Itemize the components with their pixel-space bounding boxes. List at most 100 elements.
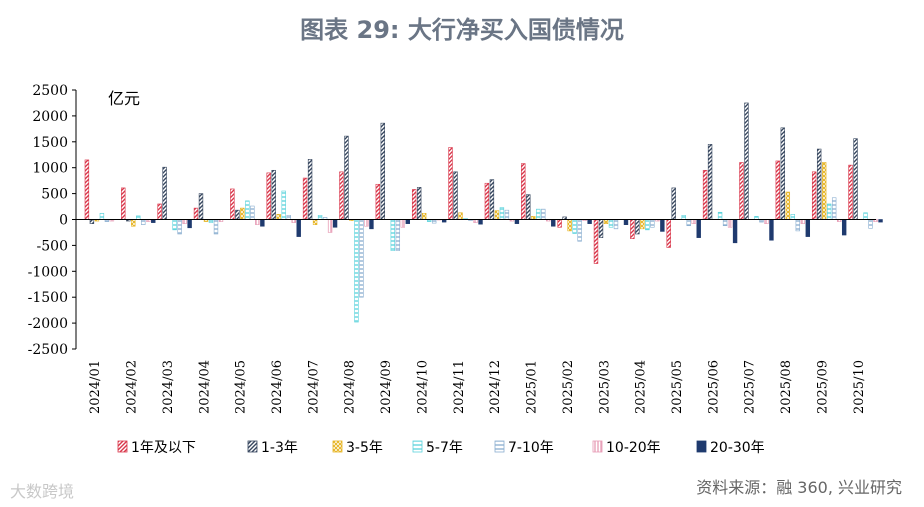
bar bbox=[235, 209, 240, 220]
chart-title: 图表 29: 大行净买入国债情况 bbox=[300, 16, 624, 44]
x-tick-label: 2024/09 bbox=[379, 360, 394, 414]
legend-label: 1年及以下 bbox=[131, 440, 196, 456]
bar bbox=[364, 219, 369, 227]
bar bbox=[732, 219, 738, 244]
bar bbox=[484, 182, 490, 220]
series-0 bbox=[84, 147, 853, 264]
bar bbox=[727, 219, 733, 228]
bar bbox=[572, 219, 577, 234]
x-tick-label: 2025/08 bbox=[779, 360, 794, 414]
bar bbox=[421, 212, 427, 220]
bar bbox=[739, 162, 744, 220]
x-tick-label: 2025/01 bbox=[525, 360, 540, 414]
bar bbox=[250, 205, 255, 220]
bar bbox=[521, 163, 526, 220]
bar bbox=[453, 171, 458, 220]
bar bbox=[681, 215, 686, 220]
bar bbox=[99, 212, 105, 220]
bar bbox=[696, 219, 701, 238]
bar bbox=[800, 219, 806, 224]
bar bbox=[213, 219, 219, 235]
legend-swatch bbox=[247, 440, 258, 453]
bar bbox=[141, 219, 146, 225]
series-3 bbox=[99, 190, 868, 323]
x-tick-label: 2025/10 bbox=[852, 360, 867, 414]
y-tick-label: 1000 bbox=[32, 161, 68, 177]
bar bbox=[691, 219, 696, 224]
legend-swatch bbox=[332, 440, 343, 453]
legend-label: 7-10年 bbox=[508, 440, 554, 456]
bar bbox=[826, 203, 832, 220]
bar bbox=[172, 219, 177, 231]
legend-label: 3-5年 bbox=[346, 440, 383, 456]
bar bbox=[193, 207, 199, 220]
x-tick-label: 2024/08 bbox=[343, 360, 358, 414]
bar bbox=[587, 219, 592, 224]
bar bbox=[853, 138, 858, 220]
y-tick-label: 1500 bbox=[32, 135, 68, 151]
x-tick-label: 2025/06 bbox=[706, 360, 721, 414]
bar bbox=[198, 193, 204, 220]
bar bbox=[775, 160, 781, 220]
series-2 bbox=[94, 162, 827, 232]
bar bbox=[187, 219, 192, 229]
bar bbox=[878, 219, 883, 223]
y-tick-label: -2500 bbox=[28, 342, 68, 358]
bar bbox=[240, 207, 245, 220]
bar bbox=[339, 171, 344, 220]
bar bbox=[848, 164, 853, 220]
bar bbox=[296, 219, 301, 237]
x-tick-label: 2025/03 bbox=[597, 360, 612, 414]
x-tick-label: 2024/06 bbox=[270, 360, 285, 414]
bar bbox=[266, 172, 271, 220]
bar bbox=[831, 197, 837, 220]
series-1 bbox=[89, 102, 858, 238]
watermark: 大数跨境 bbox=[10, 482, 75, 501]
bar bbox=[551, 219, 556, 227]
bar bbox=[598, 219, 604, 238]
bar bbox=[494, 210, 500, 220]
bar bbox=[411, 189, 417, 220]
bar bbox=[645, 219, 650, 231]
bar bbox=[317, 215, 323, 220]
bar bbox=[702, 169, 708, 220]
bar bbox=[686, 219, 691, 227]
bar bbox=[640, 219, 645, 230]
bar bbox=[630, 219, 635, 239]
legend-label: 1-3年 bbox=[261, 440, 298, 456]
bar bbox=[312, 219, 318, 225]
bar bbox=[660, 219, 665, 232]
bar bbox=[89, 219, 95, 224]
bar bbox=[84, 159, 90, 220]
bar bbox=[245, 200, 250, 220]
bar bbox=[182, 219, 187, 224]
bar bbox=[707, 144, 713, 220]
bar bbox=[380, 122, 386, 220]
bar bbox=[354, 219, 359, 323]
bar bbox=[811, 171, 817, 220]
bar bbox=[613, 219, 619, 230]
y-axis: 2500 2000 1500 1000 500 0 -500 -1000 -1500 -2000 -… bbox=[28, 83, 77, 358]
legend-label: 10-20年 bbox=[606, 440, 661, 456]
bar bbox=[177, 219, 182, 235]
bar bbox=[780, 127, 786, 220]
bar bbox=[302, 177, 308, 220]
bar bbox=[666, 219, 671, 248]
bar bbox=[769, 219, 774, 241]
bar bbox=[805, 219, 811, 237]
series-6 bbox=[151, 219, 883, 244]
bar bbox=[458, 212, 463, 220]
bar bbox=[327, 219, 333, 233]
y-tick-label: -1500 bbox=[28, 290, 68, 306]
y-tick-label: 2500 bbox=[32, 83, 68, 99]
x-tick-label: 2025/02 bbox=[561, 360, 576, 414]
bar bbox=[671, 187, 676, 220]
bar bbox=[136, 215, 141, 220]
bar bbox=[577, 219, 582, 242]
x-tick-label: 2025/07 bbox=[743, 360, 758, 414]
bar bbox=[790, 214, 796, 220]
legend: 1年及以下 1-3年 3-5年 5-7年 7-10年 10-20年 20-30年 bbox=[117, 440, 765, 456]
bar bbox=[448, 147, 453, 220]
bar bbox=[369, 219, 374, 230]
bar bbox=[785, 191, 791, 220]
